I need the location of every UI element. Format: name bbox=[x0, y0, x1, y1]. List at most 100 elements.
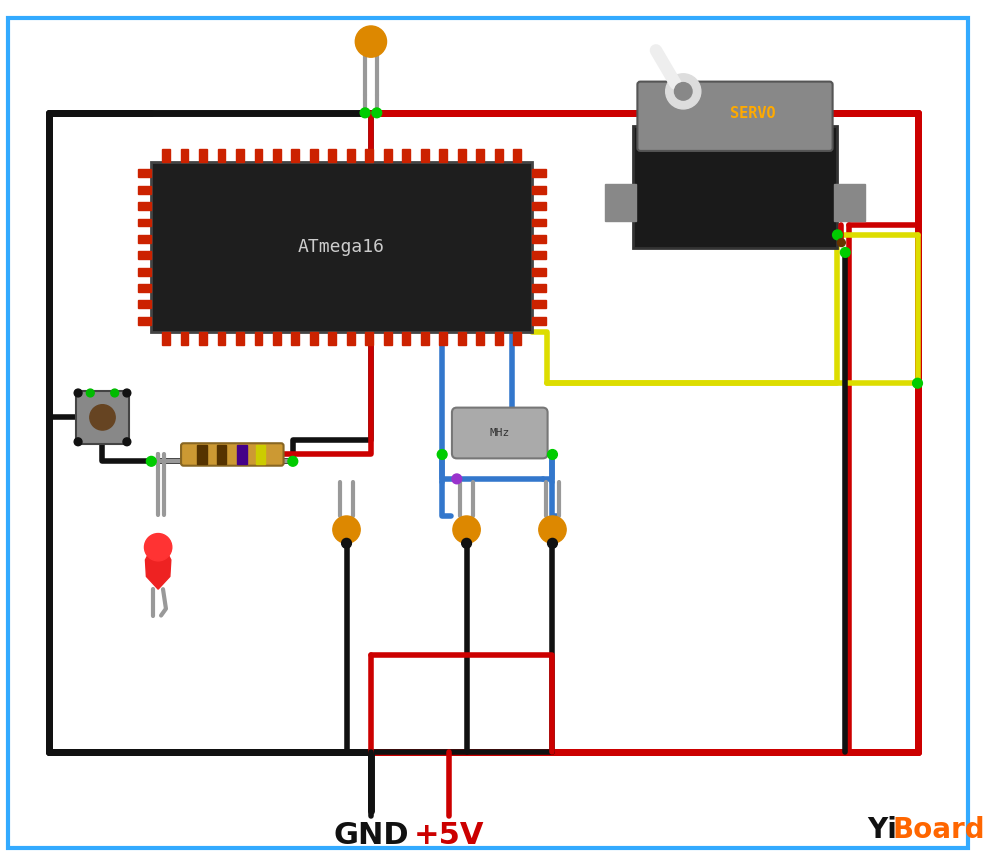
Bar bbox=[532, 251, 546, 259]
Bar bbox=[138, 284, 151, 292]
Bar bbox=[138, 235, 151, 242]
Bar bbox=[328, 333, 336, 346]
Circle shape bbox=[360, 108, 370, 118]
Bar bbox=[236, 333, 244, 346]
Text: Yi: Yi bbox=[867, 817, 897, 844]
Bar bbox=[347, 149, 355, 162]
Circle shape bbox=[840, 248, 850, 257]
Circle shape bbox=[913, 378, 922, 388]
Bar bbox=[273, 149, 281, 162]
Circle shape bbox=[342, 539, 351, 548]
Circle shape bbox=[90, 404, 115, 430]
Text: GND: GND bbox=[333, 821, 409, 850]
Bar bbox=[458, 333, 466, 346]
Circle shape bbox=[146, 456, 156, 466]
Polygon shape bbox=[145, 534, 171, 589]
FancyBboxPatch shape bbox=[76, 391, 129, 443]
Bar bbox=[421, 149, 429, 162]
Bar bbox=[402, 333, 410, 346]
Text: +5V: +5V bbox=[414, 821, 484, 850]
Circle shape bbox=[74, 389, 82, 397]
Bar bbox=[532, 268, 546, 275]
Circle shape bbox=[372, 108, 382, 118]
Bar bbox=[532, 301, 546, 308]
Text: ATmega16: ATmega16 bbox=[298, 238, 385, 256]
Bar bbox=[255, 333, 262, 346]
Circle shape bbox=[539, 516, 566, 543]
Bar bbox=[310, 149, 318, 162]
Bar bbox=[402, 149, 410, 162]
Bar bbox=[532, 284, 546, 292]
Bar bbox=[347, 333, 355, 346]
Bar bbox=[236, 149, 244, 162]
Bar bbox=[181, 149, 188, 162]
Bar bbox=[138, 186, 151, 194]
Circle shape bbox=[123, 389, 131, 397]
Bar bbox=[439, 149, 447, 162]
Bar bbox=[218, 333, 225, 346]
Circle shape bbox=[452, 474, 462, 484]
Bar bbox=[273, 333, 281, 346]
Circle shape bbox=[123, 438, 131, 446]
Bar bbox=[162, 333, 170, 346]
FancyBboxPatch shape bbox=[151, 162, 532, 333]
Text: SERVO: SERVO bbox=[730, 107, 775, 121]
Bar bbox=[256, 445, 265, 464]
Bar bbox=[162, 149, 170, 162]
Bar bbox=[138, 218, 151, 226]
Circle shape bbox=[674, 82, 692, 100]
Bar bbox=[138, 317, 151, 325]
Bar bbox=[310, 333, 318, 346]
Bar bbox=[834, 184, 865, 221]
Text: MHz: MHz bbox=[490, 428, 510, 438]
Bar bbox=[532, 170, 546, 178]
Circle shape bbox=[462, 539, 471, 548]
Bar bbox=[138, 251, 151, 259]
Bar bbox=[197, 445, 207, 464]
Bar bbox=[291, 149, 299, 162]
Circle shape bbox=[833, 230, 842, 240]
Circle shape bbox=[333, 516, 360, 543]
Bar bbox=[138, 202, 151, 210]
Bar bbox=[291, 333, 299, 346]
Bar bbox=[458, 149, 466, 162]
Circle shape bbox=[86, 389, 94, 397]
Bar bbox=[532, 317, 546, 325]
Bar bbox=[199, 149, 207, 162]
Bar bbox=[365, 333, 373, 346]
Text: Board: Board bbox=[892, 817, 985, 844]
Bar bbox=[181, 333, 188, 346]
FancyBboxPatch shape bbox=[637, 81, 833, 151]
Bar bbox=[138, 268, 151, 275]
Circle shape bbox=[74, 438, 82, 446]
Bar bbox=[495, 149, 503, 162]
Bar bbox=[439, 333, 447, 346]
Bar bbox=[513, 149, 521, 162]
FancyBboxPatch shape bbox=[452, 408, 548, 458]
Bar bbox=[513, 333, 521, 346]
Bar bbox=[532, 218, 546, 226]
Circle shape bbox=[666, 74, 701, 109]
Circle shape bbox=[837, 239, 845, 247]
FancyBboxPatch shape bbox=[181, 443, 284, 466]
Bar bbox=[476, 149, 484, 162]
Bar bbox=[532, 235, 546, 242]
Bar bbox=[532, 202, 546, 210]
Circle shape bbox=[111, 389, 119, 397]
Bar bbox=[199, 333, 207, 346]
Circle shape bbox=[548, 539, 557, 548]
Circle shape bbox=[437, 449, 447, 459]
Circle shape bbox=[355, 26, 387, 57]
Bar bbox=[138, 301, 151, 308]
Bar bbox=[495, 333, 503, 346]
Bar bbox=[138, 170, 151, 178]
Bar bbox=[218, 149, 225, 162]
Bar bbox=[605, 184, 636, 221]
Circle shape bbox=[453, 516, 480, 543]
Bar bbox=[421, 333, 429, 346]
Circle shape bbox=[144, 533, 172, 561]
Bar bbox=[532, 186, 546, 194]
Bar bbox=[384, 149, 392, 162]
Circle shape bbox=[288, 456, 298, 466]
Bar bbox=[476, 333, 484, 346]
